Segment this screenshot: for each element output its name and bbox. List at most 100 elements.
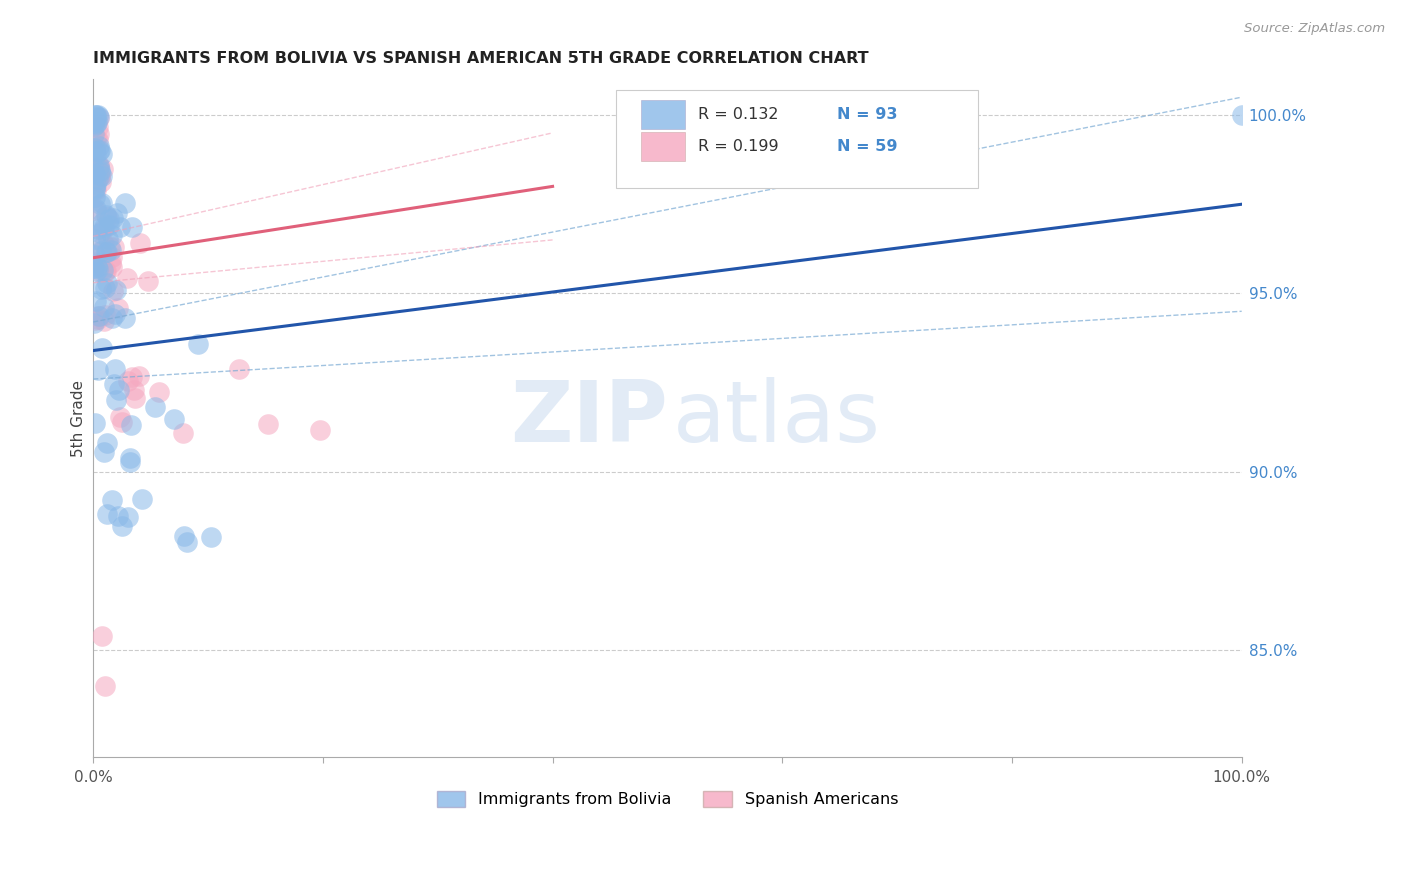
Point	[87, 120, 110, 134]
Point	[96, 507, 118, 521]
Point	[176, 534, 198, 549]
Text: ZIP: ZIP	[510, 376, 668, 459]
Point	[91, 629, 114, 643]
Point	[89, 164, 111, 178]
Point	[89, 256, 111, 270]
Point	[83, 181, 105, 195]
Point	[121, 370, 143, 384]
Point	[200, 530, 222, 544]
Point	[86, 202, 108, 216]
Point	[89, 143, 111, 157]
Point	[87, 172, 110, 186]
Point	[90, 147, 112, 161]
FancyBboxPatch shape	[616, 89, 977, 188]
Point	[136, 274, 159, 288]
Point	[89, 169, 111, 183]
Point	[83, 260, 105, 275]
Point	[104, 307, 127, 321]
Point	[93, 219, 115, 234]
Text: atlas: atlas	[673, 376, 882, 459]
Point	[103, 376, 125, 391]
Point	[107, 508, 129, 523]
Bar	[641, 101, 685, 128]
Point	[84, 248, 107, 262]
Point	[228, 362, 250, 376]
Point	[97, 219, 120, 233]
Point	[91, 342, 114, 356]
Point	[89, 159, 111, 173]
Point	[143, 400, 166, 414]
Point	[96, 277, 118, 291]
Point	[90, 169, 112, 183]
Point	[84, 203, 107, 218]
Point	[87, 139, 110, 153]
Point	[101, 284, 124, 298]
Point	[101, 227, 124, 242]
Point	[94, 264, 117, 278]
Point	[83, 416, 105, 430]
Point	[87, 133, 110, 147]
Point	[131, 492, 153, 507]
Point	[84, 117, 107, 131]
Point	[101, 310, 124, 325]
Point	[84, 178, 107, 192]
Point	[100, 493, 122, 508]
Point	[87, 111, 110, 125]
Point	[86, 363, 108, 377]
Point	[87, 259, 110, 273]
Point	[82, 113, 104, 128]
Point	[84, 183, 107, 197]
Point	[121, 220, 143, 235]
Point	[93, 445, 115, 459]
Point	[93, 314, 115, 328]
Point	[90, 244, 112, 259]
Point	[86, 108, 108, 122]
Point	[89, 163, 111, 178]
Point	[94, 308, 117, 322]
Point	[87, 144, 110, 158]
Point	[83, 116, 105, 130]
Text: Source: ZipAtlas.com: Source: ZipAtlas.com	[1244, 22, 1385, 36]
Point	[94, 264, 117, 278]
Point	[91, 223, 114, 237]
Point	[120, 418, 142, 433]
Point	[84, 113, 107, 128]
Point	[89, 161, 111, 175]
Point	[87, 264, 110, 278]
Point	[84, 141, 107, 155]
Point	[83, 316, 105, 330]
Point	[111, 415, 134, 429]
Point	[104, 362, 127, 376]
Point	[84, 232, 107, 246]
Point	[107, 301, 129, 316]
Point	[83, 144, 105, 158]
Point	[100, 243, 122, 257]
Point	[86, 260, 108, 274]
Point	[114, 311, 136, 326]
Y-axis label: 5th Grade: 5th Grade	[72, 380, 86, 457]
Text: R = 0.199: R = 0.199	[699, 139, 779, 154]
Point	[101, 250, 124, 264]
Point	[87, 310, 110, 324]
Text: N = 93: N = 93	[838, 107, 898, 122]
Point	[87, 312, 110, 326]
Point	[91, 216, 114, 230]
Point	[90, 282, 112, 296]
Point	[84, 182, 107, 196]
Point	[97, 211, 120, 226]
Point	[86, 147, 108, 161]
Text: IMMIGRANTS FROM BOLIVIA VS SPANISH AMERICAN 5TH GRADE CORRELATION CHART: IMMIGRANTS FROM BOLIVIA VS SPANISH AMERI…	[93, 51, 869, 66]
Point	[97, 232, 120, 246]
Point	[89, 226, 111, 240]
Point	[84, 108, 107, 122]
Point	[87, 262, 110, 277]
Point	[108, 220, 131, 235]
Point	[83, 127, 105, 141]
Point	[128, 368, 150, 383]
Point	[84, 264, 107, 278]
Point	[86, 130, 108, 145]
Point	[89, 169, 111, 184]
Legend: Immigrants from Bolivia, Spanish Americans: Immigrants from Bolivia, Spanish America…	[430, 784, 905, 814]
Point	[187, 336, 209, 351]
Point	[91, 196, 114, 211]
